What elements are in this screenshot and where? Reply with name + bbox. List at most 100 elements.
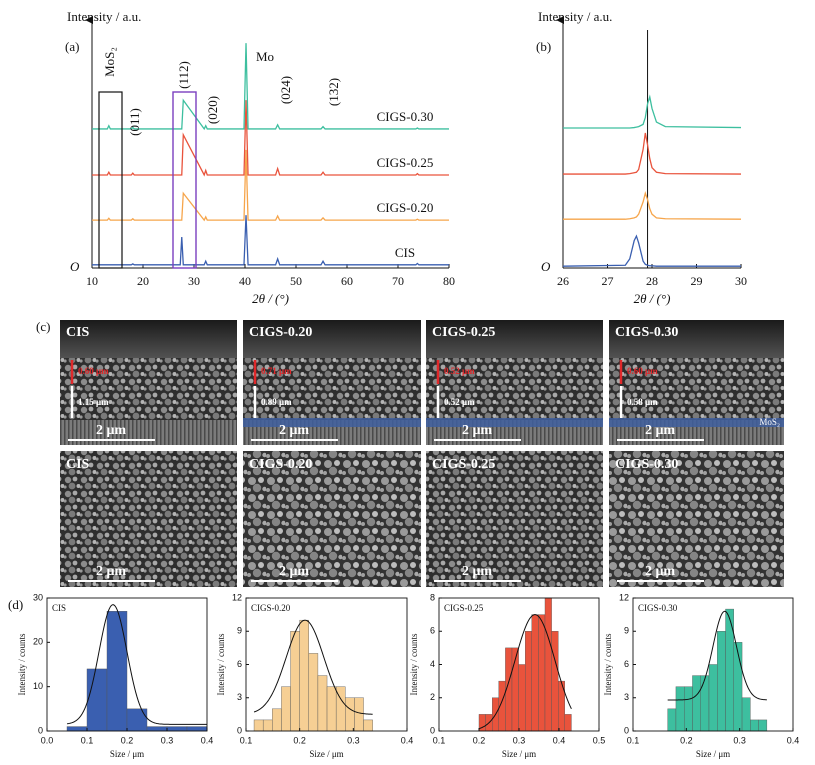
y-tick-label: 2 (430, 692, 435, 702)
x-tick-label: 60 (341, 274, 353, 288)
histogram-bar (531, 614, 539, 732)
histogram-bar (708, 664, 718, 732)
xrd-trace (563, 132, 742, 175)
y-tick-label: 12 (232, 592, 242, 602)
x-tick-label: 80 (443, 274, 455, 288)
histogram-title: CIGS-0.30 (638, 603, 678, 613)
histogram-bar (564, 714, 572, 732)
x-tick-label: 28 (646, 274, 658, 288)
x-tick-label: 30 (735, 274, 747, 288)
x-tick-label: 0.2 (473, 735, 486, 745)
series-label: CIGS-0.20 (377, 200, 434, 215)
x-tick-label: 40 (239, 274, 251, 288)
sem-background (243, 320, 421, 360)
thickness-top-label: 0.60 μm (627, 366, 658, 376)
thickness-bottom-label: 1.15 μm (78, 397, 109, 407)
scale-label: 2 μm (279, 564, 309, 579)
x-tick-label: 20 (137, 274, 149, 288)
series-label: CIS (395, 245, 415, 260)
thickness-top-label: 0.60 μm (78, 366, 109, 376)
histogram-bar (700, 675, 710, 732)
histogram-bar (733, 642, 743, 732)
scale-label: 2 μm (279, 423, 309, 438)
x-tick-label: 70 (392, 274, 404, 288)
x-tick-label: 0.2 (121, 735, 134, 745)
sem-label: CIS (66, 325, 90, 340)
histogram-bar (126, 708, 148, 732)
histogram-bar (684, 686, 693, 732)
x-tick-label: 0.4 (201, 735, 214, 745)
thickness-top-label: 0.71 μm (261, 366, 292, 376)
histogram-bar (538, 614, 546, 732)
y-tick-label: 9 (237, 626, 242, 636)
x-tick-label: 10 (86, 274, 98, 288)
histogram-bar (186, 726, 208, 732)
y-tick-label: 20 (33, 637, 43, 647)
histogram-bar (345, 697, 355, 732)
peak-annotation: (020) (205, 96, 220, 124)
scale-label: 2 μm (96, 564, 126, 579)
xrd-trace (92, 149, 449, 222)
histogram-bar (272, 708, 282, 732)
histogram-bar (667, 708, 677, 732)
origin-label: O (70, 259, 80, 274)
xrd-trace (563, 94, 742, 129)
y-tick-label: 0 (430, 725, 435, 735)
sem-label: CIGS-0.30 (615, 457, 678, 472)
scale-label: 2 μm (645, 564, 675, 579)
x-tick-label: 0.1 (81, 735, 94, 745)
histogram-bar (525, 631, 533, 732)
y-tick-label: 0 (237, 725, 242, 735)
histogram-bar (544, 597, 552, 732)
sem-film (60, 358, 237, 420)
x-tick-label: 50 (290, 274, 302, 288)
sem-film (609, 358, 784, 420)
x-tick-label: 0.1 (240, 735, 253, 745)
histogram-bar (146, 726, 168, 732)
peak-annotation: (024) (278, 76, 293, 104)
y-tick-label: 30 (33, 592, 43, 602)
histogram-bar (758, 719, 768, 732)
fit-curve (667, 610, 767, 701)
histogram-bar (166, 726, 188, 732)
scale-label: 2 μm (96, 423, 126, 438)
x-tick-label: 0.3 (347, 735, 360, 745)
histogram-bar (86, 668, 108, 732)
histogram-bar (290, 631, 300, 732)
histogram-bar (253, 719, 264, 732)
x-axis-label: Size / μm (309, 749, 343, 759)
y-axis-label: Intensity / counts (17, 633, 27, 695)
sem-label: CIGS-0.25 (432, 457, 495, 472)
panel-label: (a) (65, 39, 79, 54)
thickness-bottom-label: 0.52 μm (444, 397, 475, 407)
y-tick-label: 3 (237, 692, 242, 702)
fit-curve (253, 619, 373, 715)
histogram-bar (299, 619, 309, 732)
scale-label: 2 μm (462, 564, 492, 579)
x-tick-label: 0.1 (433, 735, 446, 745)
histogram-bar (363, 719, 373, 732)
peak-112-box (172, 91, 197, 269)
histogram-bar (308, 653, 319, 732)
sem-film (243, 358, 421, 420)
y-axis-label: Intensity / counts (603, 633, 613, 695)
sem-film (426, 358, 603, 420)
series-label: CIGS-0.30 (377, 109, 434, 124)
peak-annotation: (132) (326, 78, 341, 106)
thickness-bottom-label: 0.58 μm (627, 397, 658, 407)
x-tick-label: 0.1 (627, 735, 640, 745)
mos2-box (98, 91, 123, 269)
fit-curve (66, 604, 207, 725)
x-tick-label: 0.0 (41, 735, 54, 745)
x-tick-label: 29 (691, 274, 703, 288)
histogram-bar (106, 611, 128, 732)
xrd-trace (562, 234, 741, 267)
histogram-bar (741, 697, 751, 732)
y-tick-label: 6 (624, 659, 629, 669)
panel-label: (b) (536, 39, 551, 54)
histogram-bar (326, 686, 337, 732)
sem-label: CIGS-0.20 (249, 325, 312, 340)
histogram-title: CIGS-0.25 (444, 603, 484, 613)
peak-annotation: (112) (176, 61, 191, 89)
